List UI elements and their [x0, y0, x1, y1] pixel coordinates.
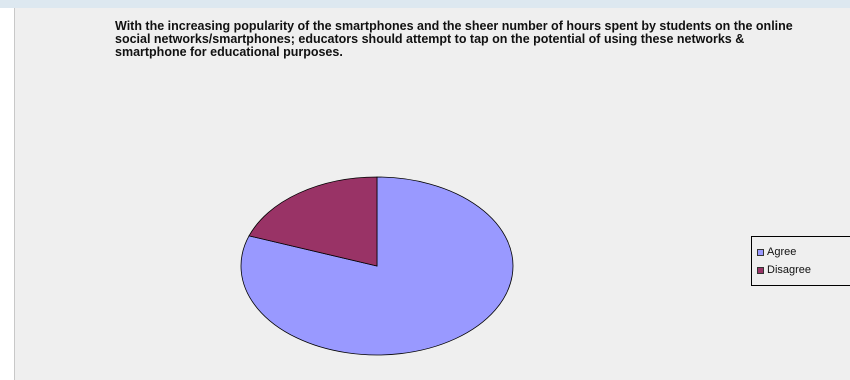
legend-item-agree: Agree	[757, 243, 850, 261]
legend: Agree Disagree	[751, 236, 850, 286]
chart-area: With the increasing popularity of the sm…	[14, 8, 850, 380]
pie-slice-disagree	[248, 176, 378, 267]
legend-label-disagree: Disagree	[767, 264, 812, 276]
legend-item-disagree: Disagree	[757, 261, 850, 279]
legend-label-agree: Agree	[767, 246, 797, 258]
top-strip	[0, 0, 850, 8]
chart-title: With the increasing popularity of the sm…	[115, 19, 793, 59]
pie-chart	[240, 176, 514, 356]
legend-swatch-disagree	[757, 266, 764, 274]
legend-swatch-agree	[757, 248, 764, 256]
